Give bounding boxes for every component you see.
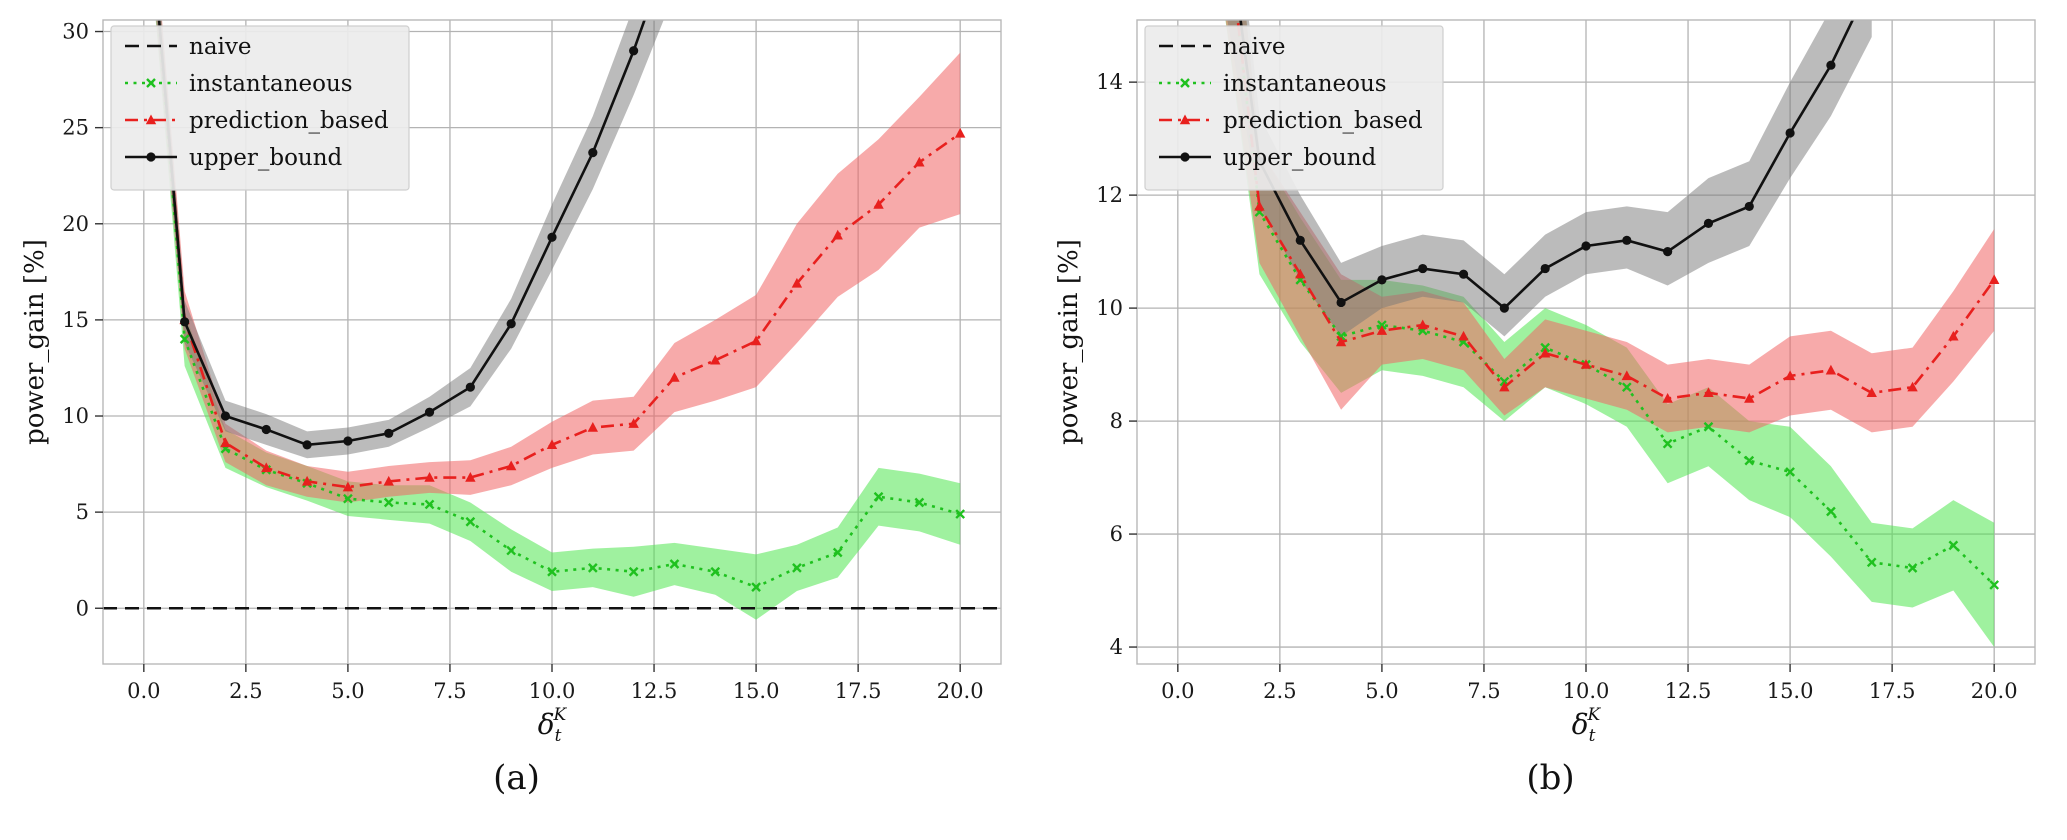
svg-text:2.5: 2.5 bbox=[1263, 679, 1296, 703]
svg-text:5.0: 5.0 bbox=[331, 679, 364, 703]
svg-text:10: 10 bbox=[62, 404, 89, 428]
svg-text:15.0: 15.0 bbox=[732, 679, 779, 703]
chart-a-caption: (a) bbox=[493, 758, 540, 798]
chart-b: 0.0 2.5 5.0 7.5 10.0 12.5 15.0 17.5 20.0 4 6 8 10 12 1… bbox=[1034, 8, 2067, 798]
svg-text:0.0: 0.0 bbox=[127, 679, 160, 703]
upper_bound-band bbox=[1226, 20, 1872, 337]
legend-label-upper_bound: upper_bound bbox=[189, 145, 343, 171]
svg-text:7.5: 7.5 bbox=[433, 679, 466, 703]
svg-text:20: 20 bbox=[62, 212, 89, 236]
svg-text:8: 8 bbox=[1109, 409, 1122, 433]
svg-text:5.0: 5.0 bbox=[1365, 679, 1398, 703]
axis-ticks: 0.0 2.5 5.0 7.5 10.0 12.5 15.0 17.5 20.0 0 5 10 15 20… bbox=[62, 20, 983, 703]
chart-b-caption: (b) bbox=[1526, 758, 1575, 798]
legend-label-upper_bound: upper_bound bbox=[1223, 145, 1377, 171]
x-axis-label: δtK bbox=[1571, 705, 1601, 746]
chart-b-plot: 0.0 2.5 5.0 7.5 10.0 12.5 15.0 17.5 20.0 4 6 8 10 12 1… bbox=[1050, 8, 2051, 756]
svg-text:30: 30 bbox=[62, 20, 89, 44]
svg-text:20.0: 20.0 bbox=[1970, 679, 2017, 703]
svg-text:12.5: 12.5 bbox=[1664, 679, 1711, 703]
chart-a-plot: 0.0 2.5 5.0 7.5 10.0 12.5 15.0 17.5 20.0 0 5 10 15 20… bbox=[16, 8, 1017, 756]
svg-text:17.5: 17.5 bbox=[1868, 679, 1915, 703]
svg-text:5: 5 bbox=[75, 500, 88, 524]
prediction_based-band bbox=[1225, 20, 1994, 433]
svg-text:20.0: 20.0 bbox=[936, 679, 983, 703]
prediction_based-markers bbox=[1253, 200, 1999, 403]
chart-a: 0.0 2.5 5.0 7.5 10.0 12.5 15.0 17.5 20.0 0 5 10 15 20… bbox=[0, 8, 1033, 798]
legend-label-prediction_based: prediction_based bbox=[1223, 108, 1423, 134]
instantaneous-band bbox=[1224, 20, 1994, 648]
svg-text:17.5: 17.5 bbox=[834, 679, 881, 703]
plot-area bbox=[102, 20, 1001, 620]
svg-text:25: 25 bbox=[62, 116, 89, 140]
legend: naive instantaneous prediction_based upper_… bbox=[1143, 25, 1444, 191]
svg-text:10.0: 10.0 bbox=[528, 679, 575, 703]
svg-text:10.0: 10.0 bbox=[1562, 679, 1609, 703]
prediction_based-markers bbox=[178, 127, 965, 492]
legend-label-prediction_based: prediction_based bbox=[189, 108, 389, 134]
upper_bound-band bbox=[155, 20, 664, 459]
prediction_based-band bbox=[155, 20, 960, 503]
svg-text:15: 15 bbox=[62, 308, 89, 332]
instantaneous-line bbox=[1235, 20, 1995, 586]
y-axis-label: power_gain [%] bbox=[20, 239, 50, 445]
legend-label-naive: naive bbox=[1223, 34, 1286, 60]
svg-text:15.0: 15.0 bbox=[1766, 679, 1813, 703]
legend: naive instantaneous prediction_based upper_… bbox=[109, 25, 410, 191]
svg-text:10: 10 bbox=[1096, 296, 1123, 320]
svg-text:4: 4 bbox=[1109, 635, 1122, 659]
legend-label-naive: naive bbox=[189, 34, 252, 60]
prediction_based-line bbox=[1235, 20, 1995, 400]
legend-label-instantaneous: instantaneous bbox=[189, 71, 353, 97]
upper_bound-line bbox=[157, 20, 646, 447]
y-axis-label: power_gain [%] bbox=[1054, 239, 1084, 445]
legend-label-instantaneous: instantaneous bbox=[1223, 71, 1387, 97]
axis-ticks: 0.0 2.5 5.0 7.5 10.0 12.5 15.0 17.5 20.0 4 6 8 10 12 1… bbox=[1096, 70, 2017, 703]
svg-text:0.0: 0.0 bbox=[1161, 679, 1194, 703]
svg-text:0: 0 bbox=[75, 596, 88, 620]
svg-text:2.5: 2.5 bbox=[229, 679, 262, 703]
upper_bound-markers bbox=[179, 46, 638, 450]
svg-text:7.5: 7.5 bbox=[1467, 679, 1500, 703]
svg-text:6: 6 bbox=[1109, 522, 1122, 546]
svg-text:14: 14 bbox=[1096, 70, 1123, 94]
instantaneous-markers bbox=[1254, 207, 1999, 590]
x-axis-label: δtK bbox=[537, 705, 567, 746]
svg-text:12: 12 bbox=[1096, 183, 1123, 207]
svg-text:12.5: 12.5 bbox=[630, 679, 677, 703]
